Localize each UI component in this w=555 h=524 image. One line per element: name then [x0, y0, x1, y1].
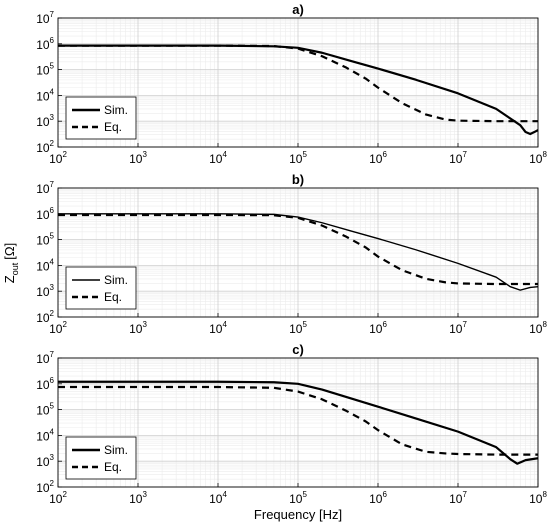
- y-tick-label: 107: [36, 350, 54, 366]
- x-tick-label: 108: [529, 490, 547, 506]
- panel-title: b): [292, 172, 304, 187]
- axes-frame: [57, 357, 539, 488]
- y-tick-label: 105: [36, 402, 54, 418]
- x-tick-label: 107: [449, 320, 467, 336]
- x-tick-label: 105: [289, 490, 307, 506]
- x-axis-label: Frequency [Hz]: [254, 507, 342, 522]
- series-line-eq: [58, 44, 538, 123]
- y-tick-label: 102: [36, 309, 54, 325]
- x-tick-label: 102: [49, 150, 67, 166]
- y-tick-label: 102: [36, 139, 54, 155]
- x-tick-label: 105: [289, 320, 307, 336]
- panel-title: c): [292, 342, 304, 357]
- y-tick-label: 103: [36, 113, 54, 129]
- y-tick-label: 104: [36, 257, 54, 273]
- y-tick-label: 106: [36, 206, 54, 222]
- chart-panel-2: 102 103 104 105 106 107 108 102 103 104 105 106 107 c…: [36, 342, 547, 506]
- legend-label: Sim.: [104, 273, 128, 287]
- y-tick-label: 105: [36, 232, 54, 248]
- x-tick-label: 106: [369, 490, 387, 506]
- x-tick-label: 103: [129, 490, 147, 506]
- y-axis-label: Zout[Ω]: [2, 243, 20, 283]
- x-tick-label: 108: [529, 150, 547, 166]
- y-tick-label: 104: [36, 87, 54, 103]
- x-tick-label: 104: [209, 150, 227, 166]
- x-tick-label: 107: [449, 490, 467, 506]
- y-tick-label: 106: [36, 36, 54, 52]
- legend-box: [65, 96, 137, 140]
- legend-label: Eq.: [104, 120, 122, 134]
- y-tick-label: 104: [36, 427, 54, 443]
- x-tick-label: 104: [209, 490, 227, 506]
- x-tick-label: 103: [129, 150, 147, 166]
- legend-label: Eq.: [104, 290, 122, 304]
- x-tick-label: 106: [369, 320, 387, 336]
- x-tick-label: 104: [209, 320, 227, 336]
- legend-label: Eq.: [104, 460, 122, 474]
- y-tick-label: 102: [36, 479, 54, 495]
- chart-panel-1: 102 103 104 105 106 107 108 102 103 104 105 106 107 b…: [36, 172, 547, 336]
- x-tick-label: 103: [129, 320, 147, 336]
- y-tick-label: 107: [36, 10, 54, 26]
- x-tick-label: 106: [369, 150, 387, 166]
- x-tick-label: 107: [449, 150, 467, 166]
- chart-panel-0: 102 103 104 105 106 107 108 102 103 104 105 106 107 a…: [36, 2, 547, 166]
- y-tick-label: 103: [36, 453, 54, 469]
- legend-box: [65, 436, 137, 480]
- legend: Sim. Eq.: [65, 266, 137, 310]
- x-tick-label: 102: [49, 320, 67, 336]
- legend-label: Sim.: [104, 103, 128, 117]
- axes-frame: [57, 187, 539, 318]
- series-line-eq: [58, 385, 538, 456]
- legend-box: [65, 266, 137, 310]
- y-tick-label: 106: [36, 376, 54, 392]
- axes-frame: [57, 17, 539, 148]
- series-line-eq: [58, 213, 538, 286]
- panel-title: a): [292, 2, 304, 17]
- x-tick-label: 102: [49, 490, 67, 506]
- legend: Sim. Eq.: [65, 436, 137, 480]
- y-tick-label: 105: [36, 62, 54, 78]
- y-tick-label: 103: [36, 283, 54, 299]
- y-tick-label: 107: [36, 180, 54, 196]
- legend-label: Sim.: [104, 443, 128, 457]
- series-line-sim: [58, 380, 538, 465]
- series-line-sim: [58, 44, 538, 136]
- x-tick-label: 105: [289, 150, 307, 166]
- legend: Sim. Eq.: [65, 96, 137, 140]
- x-tick-label: 108: [529, 320, 547, 336]
